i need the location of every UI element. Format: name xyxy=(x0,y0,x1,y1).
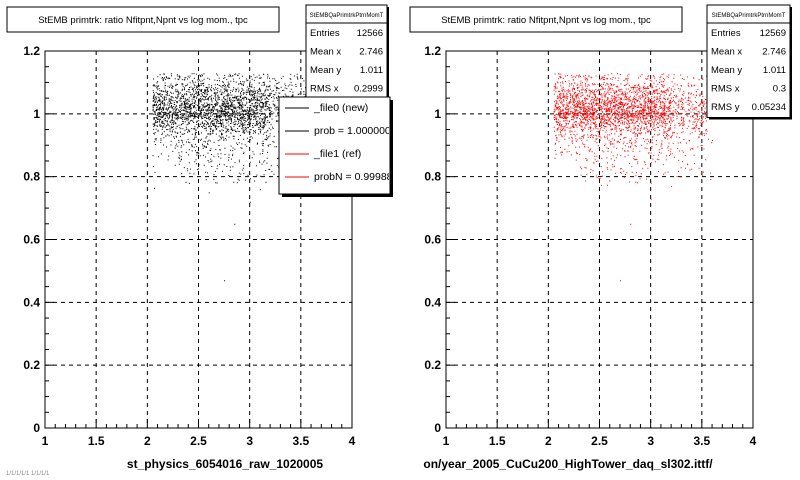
x-tick-label: 4 xyxy=(750,434,757,448)
right-plot-panel: 1 1.5 2 2.5 3 3.5 4 0 0.2 0.4 0.6 0.8 1 1.2 StEMB pri… xyxy=(409,4,792,471)
stats-value: 0.05234 xyxy=(752,102,786,113)
stats-label: Mean y xyxy=(310,65,341,76)
x-tick-label: 1.5 xyxy=(88,434,105,448)
legend-entries: _file0 (new) prob = 1.000000 _file1 (ref) p… xyxy=(285,102,399,183)
stats-value: 2.746 xyxy=(762,47,786,58)
left-axis-ticks: 1 1.5 2 2.5 3 3.5 4 0 0.2 0.4 0.6 0.8 1 1.2 xyxy=(23,44,355,448)
stats-value: 0.3 xyxy=(773,84,786,95)
x-tick-label: 2 xyxy=(144,434,151,448)
x-tick-label: 3 xyxy=(246,434,253,448)
y-tick-label: 0.2 xyxy=(23,358,40,372)
y-tick-label: 1.2 xyxy=(424,44,441,58)
right-chart-title: StEMB primtrk: ratio Nfitpnt,Npnt vs log… xyxy=(441,15,651,26)
stats-label: RMS x xyxy=(711,84,740,95)
left-grid xyxy=(45,51,352,428)
stats-name: StEMBQaPrimtrkPtrnMomT xyxy=(712,13,786,19)
stats-label: Mean y xyxy=(711,65,742,76)
legend-label: prob = 1.000000 xyxy=(314,125,391,137)
stats-frame xyxy=(305,4,388,100)
y-tick-label: 0 xyxy=(33,421,40,435)
y-tick-label: 1 xyxy=(434,107,441,121)
y-tick-label: 0.8 xyxy=(424,170,441,184)
right-stats-box: StEMBQaPrimtrkPtrnMomT Entries 12569 Mean x… xyxy=(706,4,792,120)
x-tick-label: 3 xyxy=(647,434,654,448)
x-tick-label: 2.5 xyxy=(190,434,207,448)
left-stats-box: StEMBQaPrimtrkPtrnMomT Entries 12566 Mean x… xyxy=(305,4,389,101)
legend-frame xyxy=(278,96,391,195)
stats-label: Mean x xyxy=(711,47,742,58)
y-tick-label: 0 xyxy=(434,421,441,435)
stats-label: Entries xyxy=(310,28,340,39)
x-tick-label: 2 xyxy=(545,434,552,448)
stats-frame xyxy=(706,4,791,118)
stats-label: RMS y xyxy=(711,102,740,113)
stats-label: Entries xyxy=(711,28,741,39)
y-tick-label: 0.8 xyxy=(23,170,40,184)
right-axis-ticks: 1 1.5 2 2.5 3 3.5 4 0 0.2 0.4 0.6 0.8 1 1.2 xyxy=(424,44,756,448)
y-tick-label: 0.6 xyxy=(23,233,40,247)
y-tick-label: 0.6 xyxy=(424,233,441,247)
legend-label: _file0 (new) xyxy=(313,102,368,114)
stats-value: 1.011 xyxy=(763,65,786,76)
left-legend: _file0 (new) prob = 1.000000 _file1 (ref) p… xyxy=(278,96,399,197)
y-tick-label: 0.2 xyxy=(424,358,441,372)
x-tick-label: 1 xyxy=(443,434,450,448)
stats-label: Mean x xyxy=(310,47,341,58)
x-tick-label: 1 xyxy=(42,434,49,448)
x-tick-label: 4 xyxy=(349,434,356,448)
stats-value: 2.746 xyxy=(359,47,383,58)
left-x-axis-label: st_physics_6054016_raw_1020005 xyxy=(127,457,323,471)
right-title-box: StEMB primtrk: ratio Nfitpnt,Npnt vs log… xyxy=(409,6,683,33)
y-tick-label: 0.4 xyxy=(424,295,441,309)
y-tick-label: 0.4 xyxy=(23,295,40,309)
left-chart-title: StEMB primtrk: ratio Nfitpnt,Npnt vs log… xyxy=(38,15,248,26)
footer-text: 1/1/1/1/1 1/1/1/1 xyxy=(6,471,50,477)
right-scatter-points xyxy=(553,73,713,282)
right-grid xyxy=(446,51,753,428)
stats-value: 12566 xyxy=(357,28,383,39)
x-tick-label: 3.5 xyxy=(693,434,710,448)
x-tick-label: 2.5 xyxy=(591,434,608,448)
x-tick-label: 3.5 xyxy=(292,434,309,448)
stats-value: 12569 xyxy=(760,28,786,39)
y-tick-label: 1 xyxy=(33,107,40,121)
left-plot-panel: 1 1.5 2 2.5 3 3.5 4 0 0.2 0.4 0.6 0.8 1 1.2 StEMB pri… xyxy=(6,4,399,471)
scatter-points xyxy=(553,73,713,282)
y-tick-label: 1.2 xyxy=(23,44,40,58)
legend-label: probN = 0.999886 xyxy=(314,171,399,183)
stats-name: StEMBQaPrimtrkPtrnMomT xyxy=(310,13,384,19)
stats-value: 0.2999 xyxy=(354,84,383,95)
legend-label: _file1 (ref) xyxy=(313,148,361,160)
stats-label: RMS x xyxy=(310,84,339,95)
x-tick-label: 1.5 xyxy=(489,434,506,448)
right-x-axis-label: on/year_2005_CuCu200_HighTower_daq_sl302… xyxy=(423,457,713,471)
stats-value: 1.011 xyxy=(360,65,383,76)
left-title-box: StEMB primtrk: ratio Nfitpnt,Npnt vs log… xyxy=(6,6,280,33)
